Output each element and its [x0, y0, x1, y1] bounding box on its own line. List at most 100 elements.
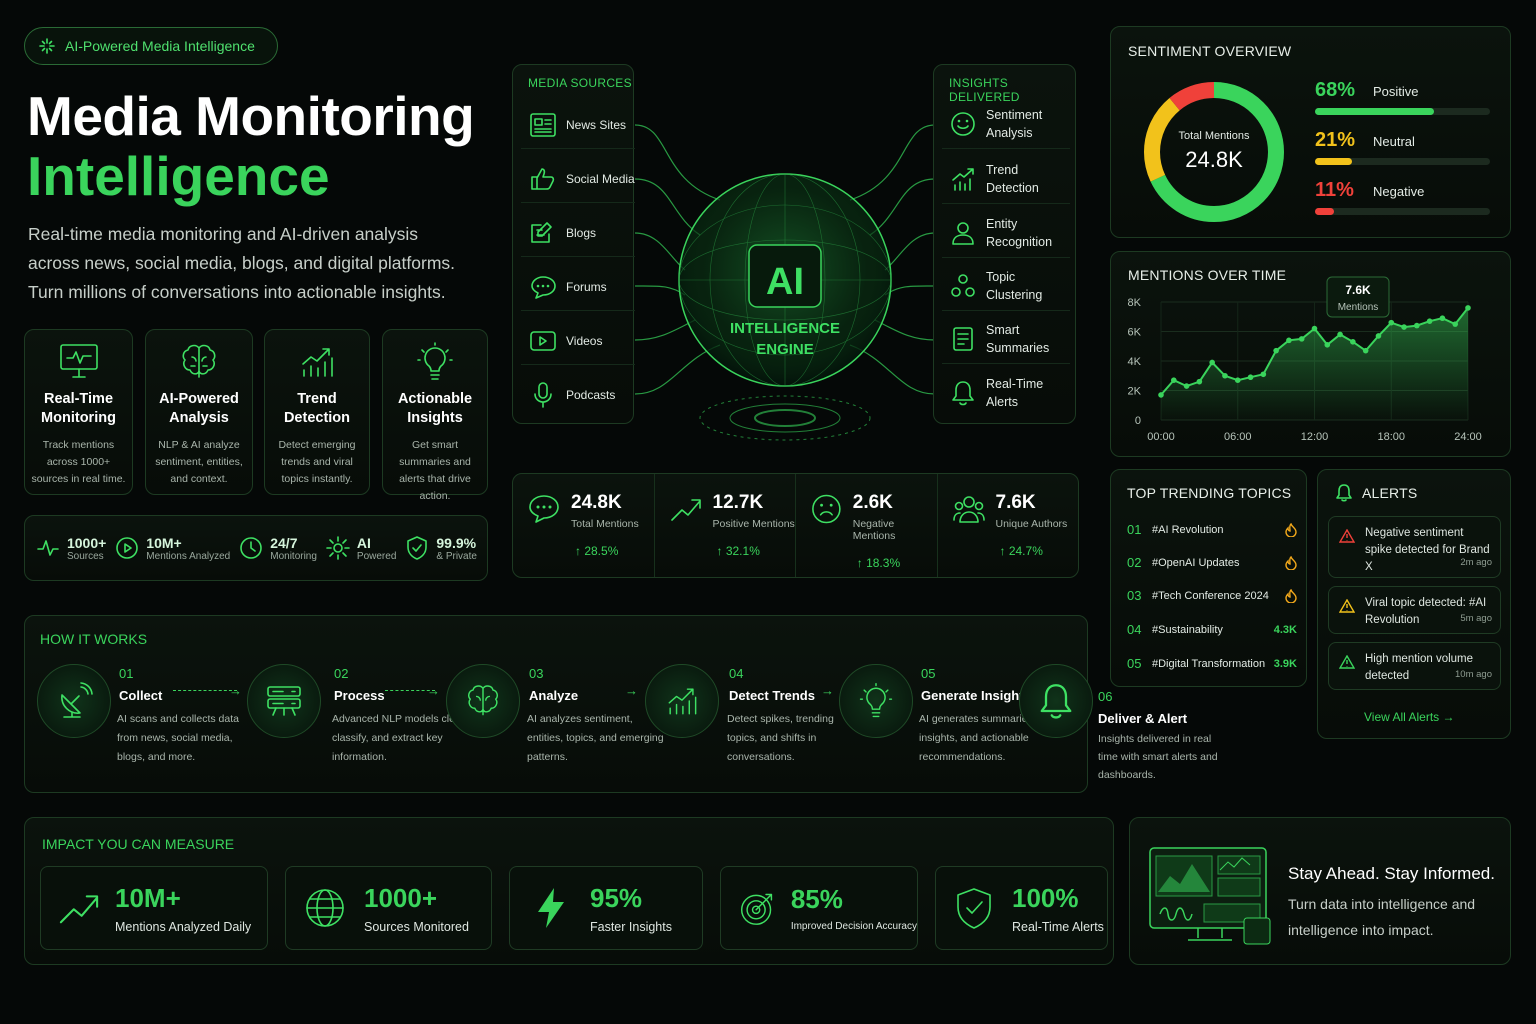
stat-value: 24/7: [270, 534, 298, 551]
impact-label: Faster Insights: [590, 919, 672, 934]
play-icon: [116, 537, 139, 559]
stat-item: AI Powered: [325, 535, 396, 562]
topic-name: #Digital Transformation: [1152, 657, 1266, 670]
data-point: [1465, 305, 1471, 311]
arrow-right-icon: →: [821, 683, 834, 698]
donut-center-label: Total Mentions: [1179, 130, 1250, 142]
feature-desc: Detect emerging trends and viral topics …: [278, 439, 356, 485]
kpi-change: ↑ 32.1%: [716, 544, 760, 558]
feature-card-analysis: AI-Powered Analysis NLP & AI analyze sent…: [145, 329, 253, 495]
topic-item[interactable]: 04 #Sustainability 4.3K: [1127, 622, 1297, 637]
media-sources-heading: MEDIA SOURCES: [528, 76, 632, 90]
insight-label: Smart: [986, 322, 1020, 337]
pulse-icon: [37, 540, 59, 556]
page-title: Media Monitoring: [27, 85, 475, 147]
feature-title: Analysis: [169, 410, 229, 426]
source-item-news[interactable]: News Sites: [521, 101, 635, 149]
shield-icon: [407, 536, 428, 560]
source-item-videos[interactable]: Videos: [521, 317, 635, 365]
impact-item: 100% Real-Time Alerts: [935, 866, 1108, 950]
alert-item-volume[interactable]: High mention volume detected 10m ago: [1328, 642, 1501, 690]
x-tick-label: 00:00: [1147, 431, 1175, 443]
alert-item-viral[interactable]: Viral topic detected: #AI Revolution 5m …: [1328, 586, 1501, 634]
kpi-negative-mentions: 2.6K Negative Mentions ↑ 18.3%: [796, 474, 938, 577]
insight-item-summaries[interactable]: Smart Summaries: [942, 314, 1070, 364]
step-analyze: 03 Analyze AI analyzes sentiment, entiti…: [446, 664, 664, 763]
engine-line2: ENGINE: [756, 341, 814, 358]
monitor-pulse-icon: [59, 344, 98, 378]
alert-text: High mention volume detected: [1365, 653, 1474, 682]
clock-icon: [240, 537, 263, 559]
source-item-social[interactable]: Social Media: [521, 155, 635, 203]
topic-rank: 02: [1127, 555, 1142, 570]
impact-value: 10M+: [115, 882, 181, 913]
kpi-value: 2.6K: [852, 492, 893, 513]
data-point: [1260, 371, 1267, 378]
topic-rank: 05: [1127, 656, 1142, 671]
insight-label: Detection: [986, 180, 1039, 195]
step-desc: Insights delivered in real time with sma…: [1098, 733, 1218, 781]
data-point: [1401, 324, 1407, 330]
users-icon: [952, 496, 985, 523]
data-point: [1337, 331, 1343, 338]
frown-icon: [812, 494, 841, 524]
bell-icon: [1040, 684, 1072, 719]
alert-item-negative[interactable]: Negative sentiment spike detected for Br…: [1328, 516, 1501, 578]
intelligence-engine: AI INTELLIGENCE ENGINE: [630, 120, 940, 460]
impact-value: 100%: [1012, 882, 1079, 913]
insight-label: Recognition: [986, 234, 1053, 249]
x-tick-label: 24:00: [1454, 431, 1482, 443]
trend-chart-icon: [302, 348, 333, 377]
kpi-value: 7.6K: [995, 492, 1036, 513]
mentions-chart: 7.6K Mentions 8K 6K 4K 2K 0 00:00 06:00 12:00 18…: [1128, 276, 1482, 443]
stay-line2: intelligence into impact.: [1288, 922, 1434, 938]
impact-label: Mentions Analyzed Daily: [115, 919, 252, 934]
source-item-forums[interactable]: Forums: [521, 263, 635, 311]
trend-up-icon: [670, 499, 701, 521]
source-item-blogs[interactable]: Blogs: [521, 209, 635, 257]
feature-title: Real-Time: [43, 391, 114, 407]
alert-text: Negative sentiment spike detected for Br…: [1365, 527, 1490, 573]
data-point: [1426, 318, 1433, 324]
data-point: [1414, 322, 1420, 329]
trending-topics-panel: TOP TRENDING TOPICS 01 #AI Revolution 02 #…: [1110, 469, 1307, 687]
kpi-label: Unique Authors: [995, 518, 1068, 530]
insight-item-alerts[interactable]: Real-Time Alerts: [942, 368, 1070, 418]
feature-title: Monitoring: [41, 410, 116, 426]
insight-item-sentiment[interactable]: Sentiment Analysis: [942, 99, 1070, 149]
view-all-alerts-link[interactable]: View All Alerts →: [1364, 710, 1455, 724]
brain-icon: [182, 344, 216, 378]
flame-icon: [1285, 588, 1297, 603]
feature-title: Detection: [283, 410, 351, 426]
feature-title: Trend: [297, 391, 337, 407]
chart-tooltip: 7.6K Mentions: [1326, 276, 1390, 318]
insight-item-topic[interactable]: Topic Clustering: [942, 261, 1070, 311]
kpi-value: 24.8K: [571, 492, 622, 513]
impact-label: Sources Monitored: [364, 919, 469, 934]
insight-item-trend[interactable]: Trend Detection: [942, 154, 1070, 204]
topic-item[interactable]: 05 #Digital Transformation 3.9K: [1127, 656, 1297, 671]
step-collect: 01 Collect AI scans and collects data fr…: [37, 664, 239, 763]
sentiment-pct: 68%: [1315, 79, 1356, 101]
feature-desc: NLP & AI analyze sentiment, entities, an…: [155, 439, 243, 485]
data-point: [1298, 336, 1305, 342]
y-tick-label: 2K: [1128, 386, 1142, 398]
kpi-bar: 24.8K Total Mentions ↑ 28.5% 12.7K Positive…: [512, 473, 1079, 578]
topic-item[interactable]: 02 #OpenAI Updates: [1127, 555, 1297, 570]
tooltip-value: 7.6K: [1345, 283, 1371, 297]
kpi-positive-mentions: 12.7K Positive Mentions ↑ 32.1%: [655, 474, 796, 577]
stat-value: AI: [356, 534, 371, 551]
topic-item[interactable]: 01 #AI Revolution: [1127, 522, 1297, 537]
insight-item-entity[interactable]: Entity Recognition: [942, 208, 1070, 258]
source-item-podcasts[interactable]: Podcasts: [521, 371, 635, 419]
sentiment-pct: 21%: [1315, 129, 1356, 151]
feature-card-insights: Actionable Insights Get smart summaries a…: [382, 329, 488, 502]
data-point: [1196, 378, 1203, 385]
chat-icon: [531, 275, 556, 299]
topic-item[interactable]: 03 #Tech Conference 2024: [1127, 588, 1297, 603]
y-tick-label: 6K: [1128, 327, 1142, 339]
step-desc: AI generates summaries, insights, and ac…: [919, 713, 1036, 763]
topic-rank: 03: [1127, 588, 1142, 603]
dashboard-monitor-icon: [1149, 847, 1271, 945]
brain-icon: [468, 685, 498, 716]
